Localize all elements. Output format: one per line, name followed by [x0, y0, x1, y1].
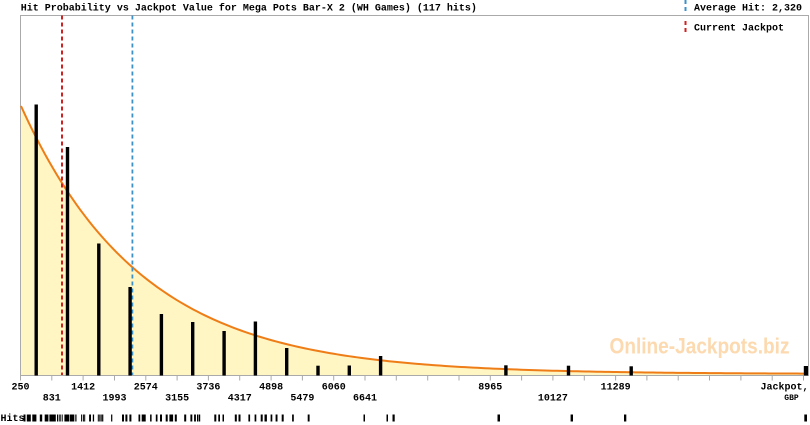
svg-text:5479: 5479 — [290, 394, 314, 405]
svg-text:6060: 6060 — [322, 383, 346, 394]
svg-text:11289: 11289 — [601, 383, 631, 394]
svg-text:8965: 8965 — [478, 383, 502, 394]
svg-text:3155: 3155 — [165, 394, 189, 405]
svg-text:10127: 10127 — [538, 394, 568, 405]
svg-text:Average Hit: 2,320: Average Hit: 2,320 — [694, 2, 802, 14]
svg-text:1993: 1993 — [102, 394, 126, 405]
svg-text:250: 250 — [11, 383, 29, 394]
svg-text:3736: 3736 — [196, 383, 220, 394]
svg-text:GBP: GBP — [784, 394, 799, 403]
svg-text:Hit Probability vs Jackpot Val: Hit Probability vs Jackpot Value for Meg… — [21, 2, 477, 14]
svg-text:2574: 2574 — [134, 383, 158, 394]
svg-text:1412: 1412 — [71, 383, 95, 394]
svg-text:Online-Jackpots.biz: Online-Jackpots.biz — [610, 334, 790, 359]
svg-text:6641: 6641 — [353, 394, 377, 405]
svg-text:4317: 4317 — [228, 394, 252, 405]
svg-text:Current Jackpot: Current Jackpot — [694, 22, 784, 34]
svg-text:4898: 4898 — [259, 383, 283, 394]
svg-text:831: 831 — [43, 394, 61, 405]
svg-text:Jackpot,: Jackpot, — [760, 382, 808, 394]
svg-text:Hits: Hits — [1, 413, 25, 425]
